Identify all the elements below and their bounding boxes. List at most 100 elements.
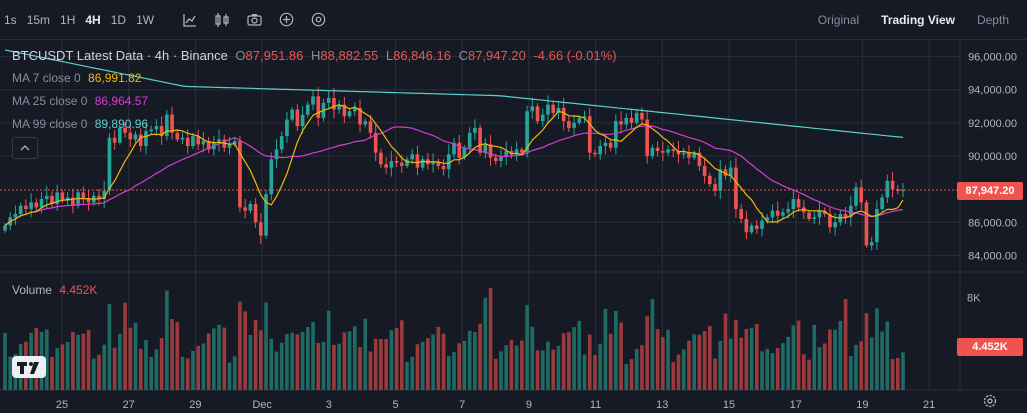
- candle-body: [253, 204, 258, 223]
- candle-body: [645, 119, 649, 156]
- volume-bar: [363, 318, 368, 390]
- volume-bar: [279, 342, 284, 390]
- timeframe-15m[interactable]: 15m: [26, 12, 51, 27]
- time-tick-label: 29: [189, 399, 201, 411]
- trading-chart[interactable]: 96,000.00 94,000.00 92,000.00 90,000.00 86,0…: [0, 40, 1027, 411]
- volume-bar: [436, 326, 441, 390]
- candle-body: [765, 217, 770, 221]
- ma99-legend: MA 99 close 0 89,890.96: [12, 117, 148, 131]
- timeframe-1s[interactable]: 1s: [4, 12, 17, 27]
- volume-bar: [467, 330, 472, 390]
- volume-bar: [634, 349, 639, 390]
- candle-body: [295, 109, 300, 127]
- volume-bar: [718, 340, 723, 390]
- candle-body: [415, 154, 420, 168]
- volume-bar: [869, 337, 874, 390]
- timeframe-1w[interactable]: 1W: [136, 12, 155, 27]
- candle-body: [514, 149, 519, 155]
- volume-bar: [368, 351, 373, 390]
- volume-bar: [60, 344, 65, 390]
- candle-body: [520, 149, 524, 153]
- candle-body: [201, 141, 206, 145]
- timeframe-1h[interactable]: 1H: [60, 12, 76, 27]
- volume-bar: [608, 333, 613, 390]
- candle-body: [436, 162, 441, 166]
- volume-bar: [154, 349, 159, 390]
- timeframe-1d[interactable]: 1D: [110, 12, 127, 27]
- candle-body: [347, 111, 352, 117]
- volume-bar: [452, 352, 456, 390]
- candle-body: [754, 225, 759, 229]
- candle-body: [358, 107, 362, 125]
- candle-body: [97, 195, 101, 200]
- view-trading-view[interactable]: Trading View: [881, 13, 955, 27]
- volume-bar: [217, 324, 221, 390]
- volume-bar: [791, 325, 796, 390]
- close-value: 87,947.20: [467, 48, 526, 63]
- volume-bar: [655, 329, 660, 390]
- volume-bar: [431, 334, 435, 390]
- volume-bar: [300, 331, 305, 390]
- candle-body: [655, 147, 660, 152]
- tradingview-logo-icon[interactable]: [12, 356, 46, 378]
- volume-bar: [593, 355, 597, 390]
- volume-bar: [342, 332, 347, 390]
- collapse-legend-button[interactable]: [12, 137, 38, 159]
- volume-bar: [702, 331, 707, 390]
- volume-bar: [206, 333, 211, 390]
- candle-body: [300, 114, 305, 127]
- timeframe-group: 1s 15m 1H 4H 1D 1W: [0, 13, 154, 27]
- candle-body: [133, 134, 138, 140]
- volume-bars: [3, 288, 905, 390]
- volume-bar: [739, 337, 743, 390]
- timeframe-4h[interactable]: 4H: [85, 12, 101, 27]
- candle-body: [854, 187, 858, 206]
- candle-body: [525, 111, 529, 153]
- indicator-chart-icon[interactable]: [182, 12, 198, 28]
- candle-body: [44, 195, 49, 200]
- view-depth[interactable]: Depth: [976, 13, 1009, 27]
- candlestick-type-icon[interactable]: [214, 12, 230, 28]
- candle-body: [822, 210, 827, 214]
- volume-bar: [248, 335, 253, 390]
- camera-icon[interactable]: [246, 12, 262, 28]
- candle-body: [159, 126, 164, 137]
- volume-bar: [144, 339, 148, 390]
- low-label: L: [385, 48, 394, 63]
- chart-settings-gear-icon[interactable]: [983, 394, 997, 408]
- candle-body: [812, 217, 817, 219]
- volume-bar: [728, 338, 733, 390]
- volume-bar: [165, 290, 169, 390]
- time-tick-label: 9: [526, 399, 532, 411]
- candle-body: [373, 132, 378, 153]
- view-original[interactable]: Original: [817, 13, 860, 27]
- candle-body: [154, 126, 159, 130]
- candle-body: [206, 141, 211, 150]
- candle-body: [614, 121, 618, 148]
- candle-body: [269, 159, 274, 195]
- candle-body: [18, 205, 23, 214]
- volume-bar: [337, 343, 341, 390]
- price-tick-label: 84,000.00: [968, 250, 1017, 262]
- ma25-line: [4, 125, 904, 227]
- volume-axis-ticks: 8K: [967, 292, 981, 304]
- candle-body: [483, 144, 488, 153]
- settings-icon[interactable]: [310, 12, 326, 28]
- volume-bar: [180, 356, 185, 390]
- volume-bar: [676, 354, 681, 390]
- volume-bar: [420, 341, 425, 390]
- candle-body: [332, 98, 336, 110]
- volume-bar: [170, 319, 174, 390]
- volume-bar: [692, 334, 696, 390]
- volume-bar: [640, 345, 644, 390]
- volume-bar: [614, 310, 618, 390]
- time-tick-label: 25: [56, 399, 68, 411]
- volume-bar: [796, 320, 801, 390]
- time-tick-label: 17: [790, 399, 802, 411]
- volume-bar: [123, 302, 127, 390]
- volume-bar: [848, 356, 853, 390]
- candle-body: [828, 214, 832, 228]
- ma99-value: 89,890.96: [94, 117, 149, 131]
- volume-bar: [285, 333, 289, 390]
- add-icon[interactable]: [278, 12, 294, 28]
